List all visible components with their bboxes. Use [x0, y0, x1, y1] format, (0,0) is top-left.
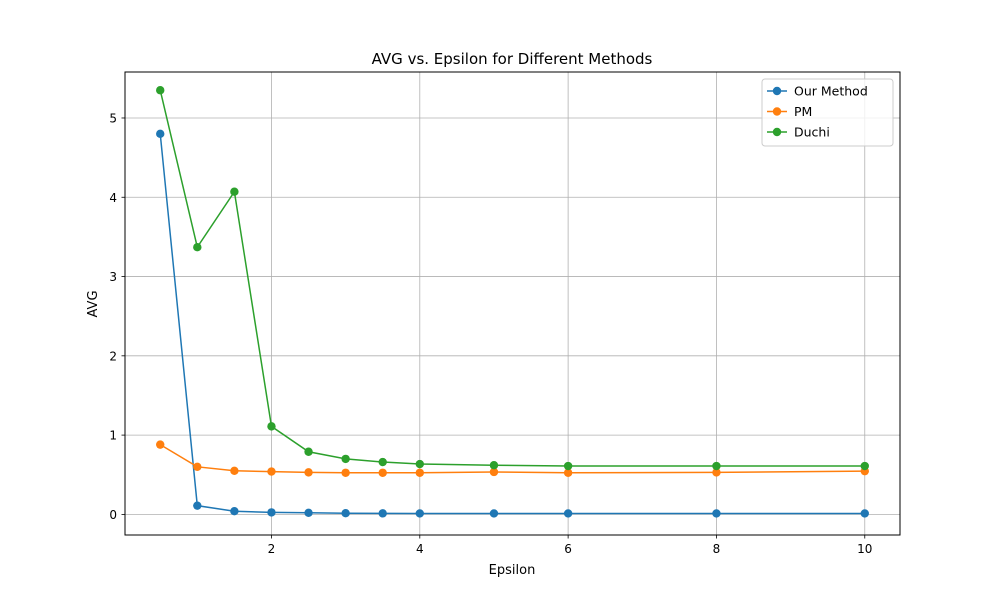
- x-tick-label: 10: [857, 542, 872, 556]
- x-tick-label: 6: [564, 542, 572, 556]
- x-tick-label: 4: [416, 542, 424, 556]
- data-point-duchi: [304, 448, 312, 456]
- data-point-duchi: [564, 462, 572, 470]
- y-tick-label: 5: [109, 111, 117, 125]
- legend-label: Our Method: [794, 84, 868, 99]
- legend-label: PM: [794, 104, 812, 119]
- data-point-duchi: [712, 462, 720, 470]
- data-point-duchi: [490, 461, 498, 469]
- data-point-pm: [416, 469, 424, 477]
- legend-marker: [773, 128, 781, 136]
- data-point-duchi: [416, 460, 424, 468]
- data-point-our-method: [379, 509, 387, 517]
- y-tick-label: 1: [109, 429, 117, 443]
- y-tick-label: 4: [109, 191, 117, 205]
- data-point-our-method: [156, 130, 164, 138]
- data-point-duchi: [861, 462, 869, 470]
- legend: Our Method PM Duchi: [762, 79, 893, 146]
- legend-marker: [773, 87, 781, 95]
- x-tick-label: 8: [713, 542, 721, 556]
- data-point-pm: [230, 467, 238, 475]
- y-tick-label: 0: [109, 508, 117, 522]
- data-point-our-method: [712, 509, 720, 517]
- data-point-duchi: [230, 188, 238, 196]
- y-tick-label: 3: [109, 270, 117, 284]
- data-point-pm: [304, 468, 312, 476]
- x-tick-label: 2: [268, 542, 276, 556]
- y-tick-label: 2: [109, 349, 117, 363]
- data-point-pm: [193, 463, 201, 471]
- data-point-duchi: [379, 458, 387, 466]
- legend-label: Duchi: [794, 125, 830, 140]
- data-point-our-method: [564, 509, 572, 517]
- data-point-our-method: [267, 508, 275, 516]
- data-point-our-method: [490, 509, 498, 517]
- data-point-pm: [379, 469, 387, 477]
- data-point-our-method: [416, 509, 424, 517]
- chart-title: AVG vs. Epsilon for Different Methods: [372, 50, 653, 68]
- data-point-pm: [156, 440, 164, 448]
- y-axis-label: AVG: [86, 290, 101, 317]
- data-point-our-method: [230, 507, 238, 515]
- data-point-duchi: [341, 455, 349, 463]
- legend-marker: [773, 107, 781, 115]
- data-point-our-method: [861, 509, 869, 517]
- data-point-duchi: [156, 86, 164, 94]
- data-point-pm: [341, 469, 349, 477]
- data-point-pm: [267, 467, 275, 475]
- data-point-our-method: [193, 501, 201, 509]
- x-axis-label: Epsilon: [489, 563, 536, 578]
- data-point-our-method: [341, 509, 349, 517]
- data-point-our-method: [304, 509, 312, 517]
- data-point-duchi: [193, 243, 201, 251]
- data-point-duchi: [267, 422, 275, 430]
